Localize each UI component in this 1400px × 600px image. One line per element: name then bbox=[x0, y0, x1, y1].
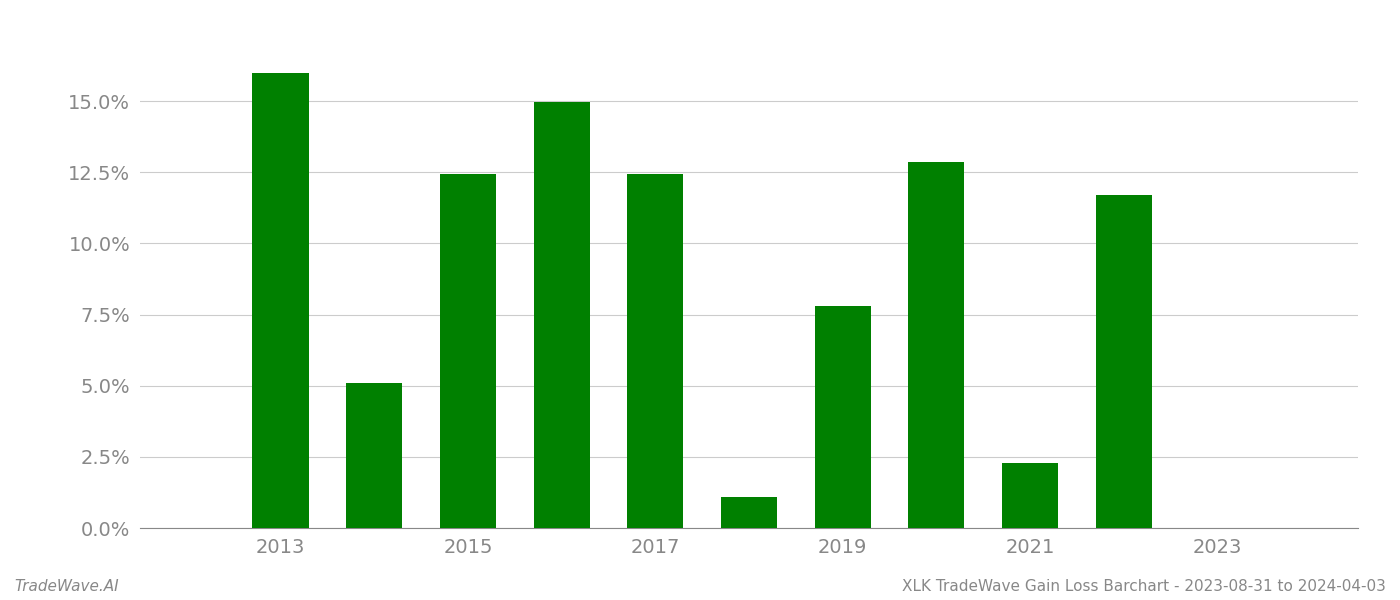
Text: TradeWave.AI: TradeWave.AI bbox=[14, 579, 119, 594]
Text: XLK TradeWave Gain Loss Barchart - 2023-08-31 to 2024-04-03: XLK TradeWave Gain Loss Barchart - 2023-… bbox=[902, 579, 1386, 594]
Bar bbox=[533, 102, 589, 528]
Bar bbox=[1096, 195, 1152, 528]
Bar bbox=[346, 383, 402, 528]
Bar bbox=[909, 163, 965, 528]
Bar bbox=[721, 497, 777, 528]
Bar bbox=[440, 174, 496, 528]
Bar bbox=[1002, 463, 1058, 528]
Bar bbox=[252, 73, 308, 528]
Bar bbox=[815, 306, 871, 528]
Bar bbox=[627, 174, 683, 528]
